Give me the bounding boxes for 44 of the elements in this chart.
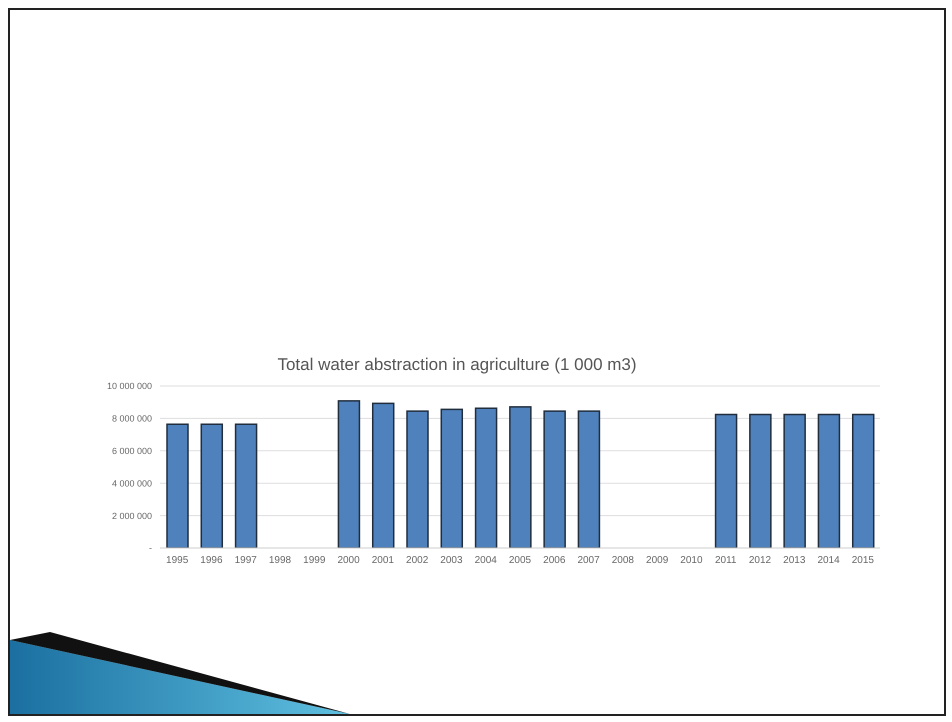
x-tick-label: 2012 [748, 555, 772, 566]
y-tick-label: 8 000 000 [112, 414, 152, 424]
x-tick-label: 1997 [234, 555, 258, 566]
bar [372, 402, 394, 548]
x-tick-label: 2006 [543, 555, 566, 566]
bar [749, 414, 772, 548]
x-tick-label: 2009 [646, 555, 669, 566]
x-tick-label: 2014 [817, 555, 840, 566]
x-tick-label: 2004 [474, 555, 498, 566]
x-tick-label: 2005 [508, 555, 532, 566]
bar [440, 408, 464, 548]
x-tick-label: 2000 [337, 555, 360, 566]
bar [543, 410, 566, 548]
bar [338, 400, 360, 548]
y-tick-label: 6 000 000 [112, 446, 152, 456]
bar [509, 406, 532, 548]
bar [234, 423, 258, 548]
x-tick-label: 2007 [577, 555, 600, 566]
bar [474, 407, 498, 548]
bar [852, 414, 874, 548]
y-tick-label: - [149, 543, 152, 554]
x-tick-label: 1998 [268, 555, 292, 566]
x-tick-label: 2011 [714, 555, 737, 566]
x-tick-label: 2001 [372, 555, 394, 566]
y-tick-label: 2 000 000 [112, 510, 152, 521]
x-tick-label: 1995 [166, 555, 189, 566]
bar [166, 423, 189, 548]
y-tick-label: 4 000 000 [112, 478, 152, 488]
chart-title: Total water abstraction in agriculture (1 000 m3) [277, 355, 637, 374]
y-tick-label: 10 000 000 [106, 381, 152, 392]
x-tick-label: 2015 [852, 555, 874, 566]
bar [714, 414, 738, 548]
bar [200, 423, 224, 548]
bar [406, 410, 429, 548]
x-tick-label: 2002 [406, 555, 429, 566]
bar [578, 410, 600, 548]
x-tick-label: 2003 [440, 555, 463, 566]
x-tick-label: 1996 [200, 555, 223, 566]
x-tick-label: 1999 [303, 555, 326, 566]
bar [783, 414, 806, 548]
bar [818, 414, 840, 548]
x-tick-label: 2010 [680, 555, 703, 566]
x-tick-label: 2013 [783, 555, 806, 566]
x-tick-label: 2008 [612, 555, 634, 566]
